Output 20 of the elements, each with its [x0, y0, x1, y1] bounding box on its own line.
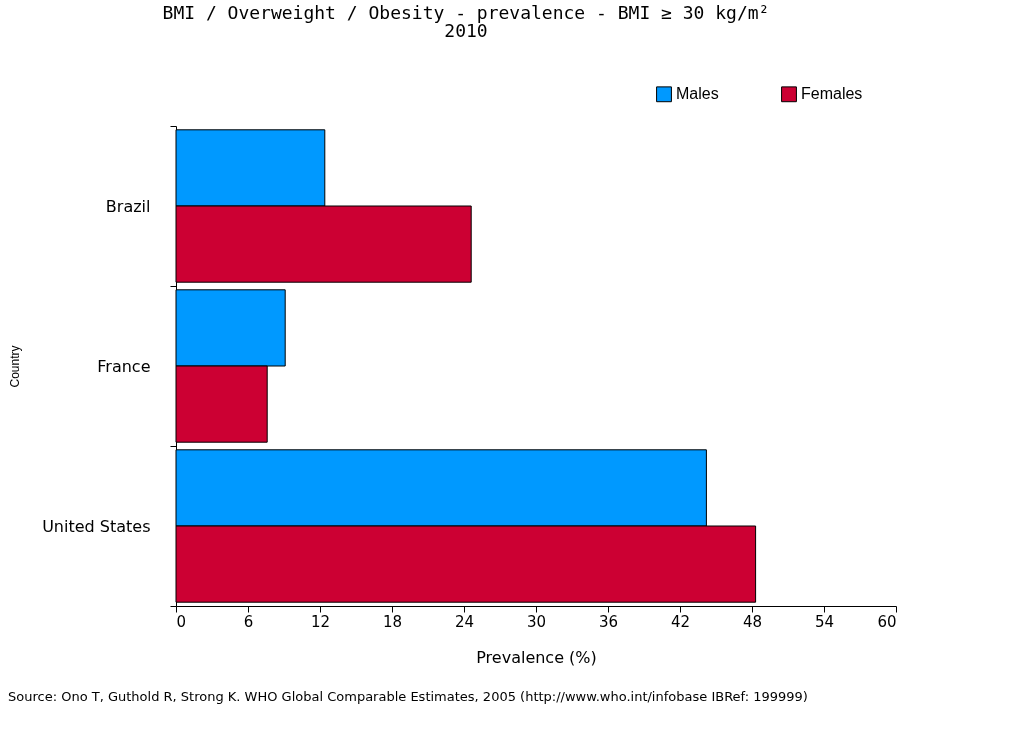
- x-tick-label: 12: [310, 612, 331, 631]
- x-tick-label: 24: [454, 612, 475, 631]
- x-tick-label: 18: [382, 612, 403, 631]
- x-tick-label: 0: [176, 612, 187, 631]
- y-tick-label: France: [97, 356, 151, 376]
- y-axis-title: Country: [8, 345, 23, 388]
- x-axis-title: Prevalence (%): [476, 647, 597, 667]
- x-tick-label: 30: [526, 612, 547, 631]
- y-tick-label: Brazil: [105, 196, 151, 216]
- x-tick-label: 36: [598, 612, 619, 631]
- chart-title: BMI / Overweight / Obesity - prevalence - BMI ≥ 30 kg/m²: [162, 2, 770, 23]
- legend-label: Females: [801, 85, 863, 103]
- y-tick-label: United States: [42, 516, 151, 536]
- source-note: Source: Ono T, Guthold R, Strong K. WHO Global Comparable Estimates, 2005 (http://www.who.int/infobase IBRef: 199999): [8, 688, 809, 706]
- x-tick-label: 54: [814, 612, 835, 631]
- legend-label: Males: [676, 85, 719, 103]
- x-tick-label: 42: [670, 612, 691, 631]
- x-tick-label: 60: [877, 612, 897, 631]
- x-tick-label: 6: [243, 612, 254, 631]
- x-tick-label: 48: [742, 612, 763, 631]
